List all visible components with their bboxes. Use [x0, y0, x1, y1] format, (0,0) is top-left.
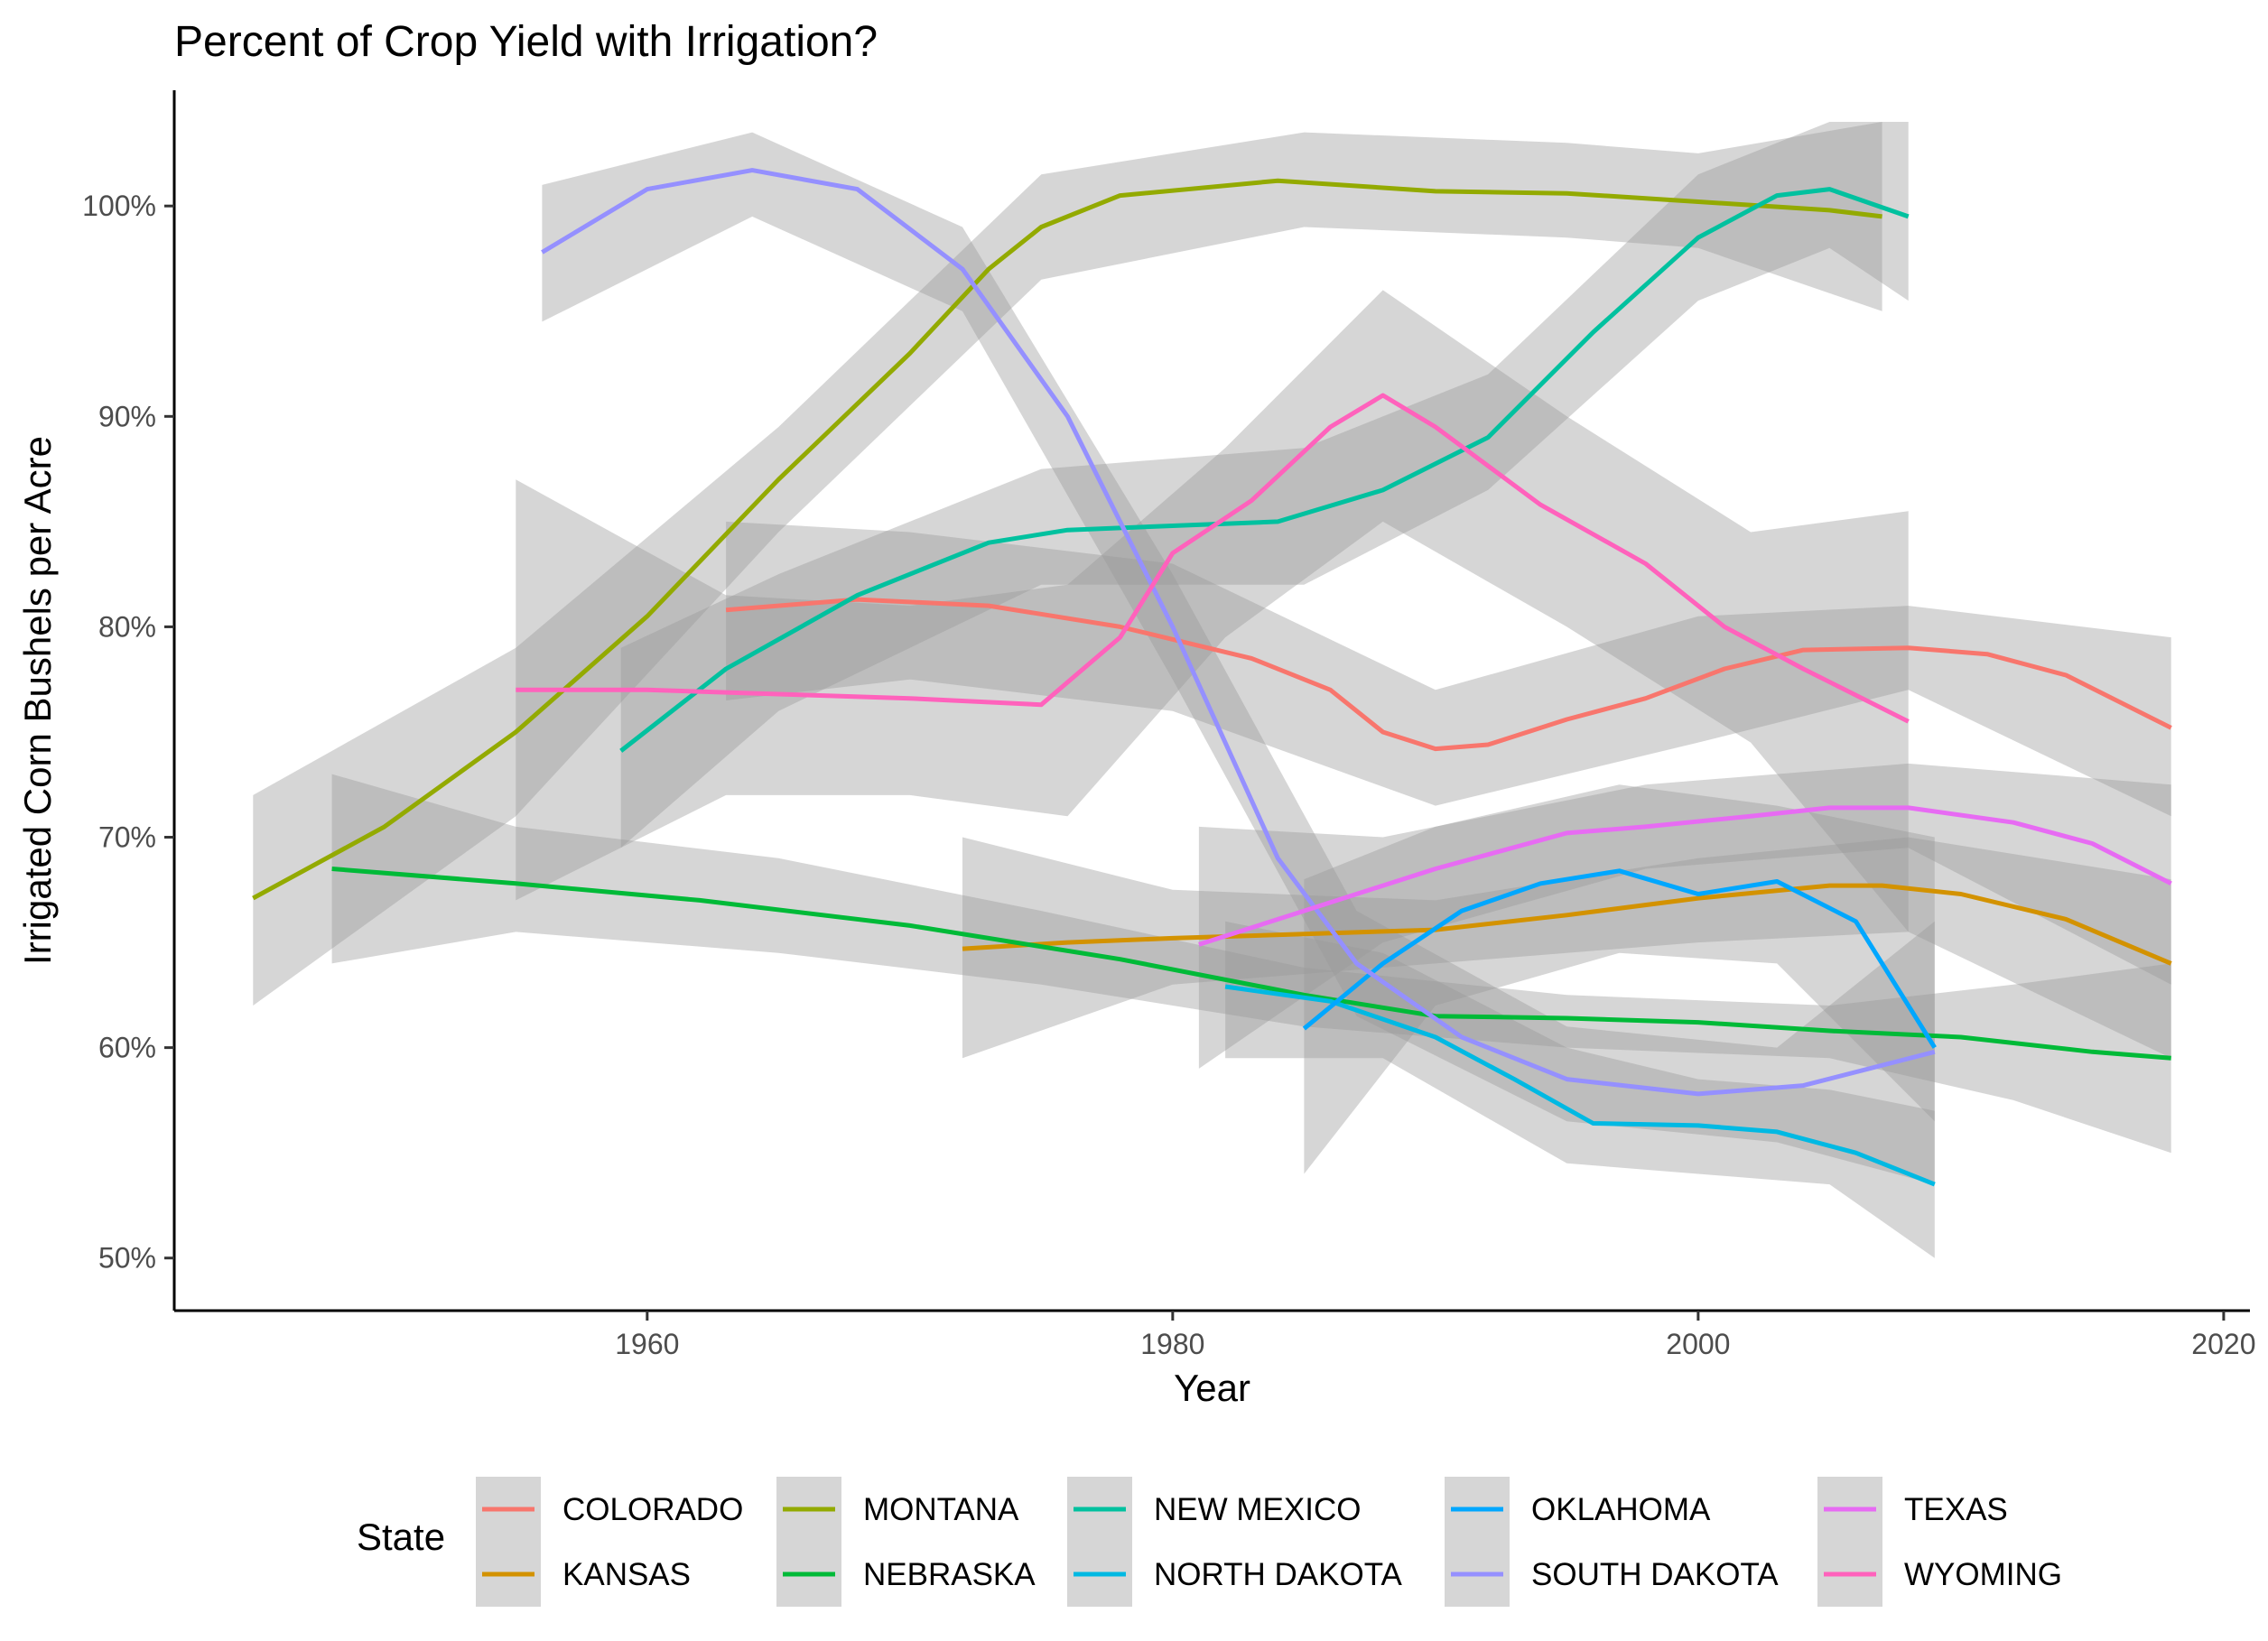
band-montana — [253, 122, 1882, 1006]
y-tick-label: 100% — [82, 190, 156, 222]
band-kansas — [962, 837, 2171, 1059]
y-tick-label: 70% — [98, 821, 156, 854]
y-tick-label: 60% — [98, 1032, 156, 1064]
x-tick-label: 1960 — [615, 1328, 679, 1360]
legend-label-oklahoma: OKLAHOMA — [1531, 1492, 1711, 1527]
series-line-north-dakota — [1224, 984, 1936, 1187]
legend-title: State — [357, 1516, 445, 1558]
band-south-dakota — [542, 132, 1935, 1185]
band-north-dakota — [1225, 921, 1935, 1258]
series-line-montana — [252, 178, 1882, 901]
legend-label-new-mexico: NEW MEXICO — [1154, 1492, 1361, 1527]
series-line-wyoming — [516, 393, 1910, 724]
legend-label-south-dakota: SOUTH DAKOTA — [1531, 1557, 1779, 1592]
x-axis-title: Year — [1174, 1367, 1250, 1409]
x-tick-label: 1980 — [1140, 1328, 1204, 1360]
y-tick-label: 50% — [98, 1242, 156, 1275]
series-line-kansas — [962, 883, 2172, 966]
legend-label-kansas: KANSAS — [562, 1557, 691, 1592]
legend-label-wyoming: WYOMING — [1904, 1557, 2062, 1592]
chart-title: Percent of Crop Yield with Irrigation? — [174, 18, 878, 66]
band-wyoming — [516, 290, 1909, 932]
y-tick-label: 80% — [98, 610, 156, 643]
series-line-colorado — [725, 597, 2172, 752]
band-nebraska — [331, 774, 2171, 1154]
legend-label-colorado: COLORADO — [562, 1492, 743, 1527]
legend-label-nebraska: NEBRASKA — [863, 1557, 1036, 1592]
y-tick-label: 90% — [98, 400, 156, 432]
y-axis-title: Irrigated Corn Bushels per Acre — [16, 436, 59, 965]
legend-label-texas: TEXAS — [1904, 1492, 2008, 1527]
x-tick-label: 2000 — [1666, 1328, 1730, 1360]
band-colorado — [726, 521, 2171, 817]
series-line-texas — [1198, 805, 2172, 947]
series-line-new-mexico — [619, 187, 1910, 753]
series-line-south-dakota — [541, 168, 1936, 1097]
series-line-oklahoma — [1302, 868, 1937, 1049]
confidence-bands — [253, 122, 2171, 1258]
y-axis-ticks: 50% 60% 70% 80% 90% 100% — [82, 190, 174, 1275]
series-lines — [252, 168, 2172, 1187]
legend: State COLORADO KANSAS MONTANA NEBRASKA NEW M… — [357, 1477, 2062, 1607]
legend-label-north-dakota: NORTH DAKOTA — [1154, 1557, 1402, 1592]
legend-label-montana: MONTANA — [863, 1492, 1019, 1527]
x-axis-ticks: 1960 1980 2000 2020 — [615, 1311, 2255, 1360]
x-tick-label: 2020 — [2191, 1328, 2255, 1360]
band-new-mexico — [620, 122, 1909, 848]
band-texas — [1198, 763, 2171, 1069]
